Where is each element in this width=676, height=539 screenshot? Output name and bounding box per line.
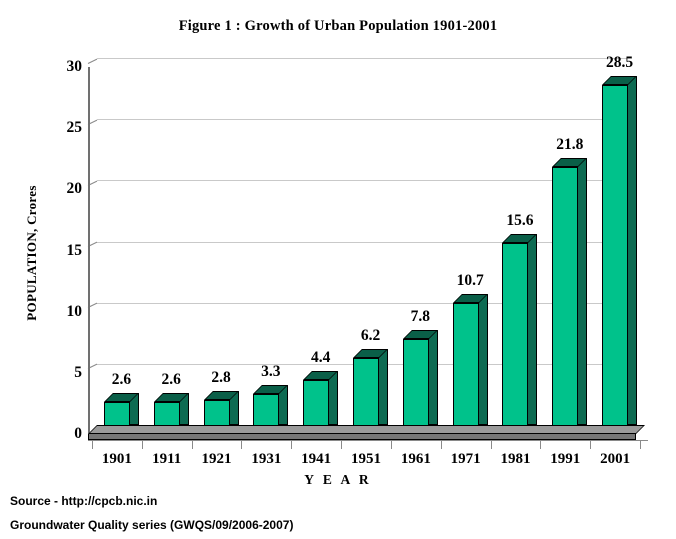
bar-side-face	[428, 329, 438, 425]
x-axis-tick-label: 1991	[550, 451, 581, 467]
gridline	[97, 58, 632, 59]
x-axis-tick	[390, 440, 392, 449]
bar-value-label: 6.2	[360, 327, 381, 345]
bar-column[interactable]	[353, 349, 388, 434]
x-axis-tick	[640, 440, 641, 449]
chart-floor-front	[88, 434, 636, 440]
y-axis-tick-label: 15	[66, 241, 83, 259]
y-axis-tick-label: 0	[74, 425, 82, 442]
gridline	[97, 302, 632, 304]
bar-side-face	[329, 371, 339, 425]
x-axis-tick	[540, 440, 542, 449]
bar-column[interactable]	[502, 234, 538, 434]
y-axis-tick-label-wrap: 25	[44, 120, 83, 135]
x-axis-tick	[341, 440, 343, 449]
bar-front-face	[602, 85, 629, 434]
y-axis-title: POPULATION, Crores	[24, 185, 39, 321]
x-axis-tick	[490, 440, 492, 449]
x-axis-tick	[141, 440, 143, 449]
bar-column[interactable]	[552, 158, 588, 434]
y-axis-tick-label: 10	[66, 302, 83, 320]
bar-value-label: 2.6	[111, 371, 132, 389]
bar-value-label: 4.4	[310, 349, 331, 367]
bar-value-label: 10.7	[456, 272, 484, 290]
x-axis-line	[88, 440, 648, 441]
source-note-line-1: Source - http://cpcb.nic.in	[10, 494, 158, 508]
y-axis-line	[88, 67, 90, 435]
x-axis-tick-label: 1961	[400, 451, 431, 467]
bar-column[interactable]	[452, 294, 488, 434]
chart-title: Figure 1 : Growth of Urban Population 19…	[178, 18, 498, 34]
y-axis-tick-label-wrap: 30	[44, 59, 83, 74]
bar-value-label: 7.8	[410, 307, 430, 325]
bar-front-face	[502, 243, 529, 434]
y-axis-tick-label: 25	[66, 119, 83, 137]
x-axis-tick-label: 1981	[500, 451, 531, 467]
bar-side-face	[628, 76, 638, 425]
bar-column[interactable]	[602, 76, 638, 434]
bar-value-label: 3.3	[261, 362, 281, 380]
x-axis-tick-label: 1901	[101, 451, 132, 467]
x-axis-tick-label: 1921	[201, 451, 232, 467]
bar-front-face	[452, 303, 479, 434]
bar-value-label: 2.8	[211, 368, 231, 386]
y-axis-tick	[87, 58, 98, 64]
y-axis-tick-label-wrap: 10	[44, 304, 83, 319]
bar-side-face	[379, 349, 388, 425]
x-axis-tick	[92, 440, 93, 449]
bar-side-face	[478, 294, 488, 425]
y-axis-tick-label-wrap: 20	[44, 181, 83, 196]
y-axis-tick-label: 5	[74, 363, 82, 381]
gridline	[97, 119, 632, 121]
x-axis-tick-label: 1941	[301, 451, 332, 467]
y-axis-tick-label-wrap: 5	[44, 365, 82, 380]
x-axis-tick	[291, 440, 293, 449]
bar-column[interactable]	[402, 329, 438, 434]
bar-value-label: 21.8	[556, 136, 584, 154]
bar-front-face	[353, 358, 379, 434]
x-axis-tick	[191, 440, 193, 449]
y-axis-tick-label: 30	[66, 58, 83, 75]
x-axis-tick-label: 1971	[450, 451, 481, 467]
y-axis-tick-label-wrap: 0	[44, 426, 82, 441]
y-axis-tick-label: 20	[66, 180, 83, 198]
bar-value-label: 15.6	[506, 212, 534, 230]
gridline	[97, 180, 632, 182]
x-axis-tick-label: 1951	[350, 451, 381, 467]
bar-side-face	[528, 234, 538, 425]
bar-front-face	[402, 338, 429, 434]
x-axis-tick	[590, 440, 592, 449]
x-axis-tick-label: 1931	[251, 451, 282, 467]
bar-value-label: 28.5	[606, 54, 634, 72]
bar-front-face	[552, 167, 579, 434]
gridline	[97, 241, 632, 243]
source-note-line-2: Groundwater Quality series (GWQS/09/2006…	[10, 518, 294, 532]
bar-side-face	[578, 158, 588, 425]
y-axis-tick-label-wrap: 15	[44, 242, 83, 257]
bar-value-label: 2.6	[161, 371, 181, 389]
x-axis-tick-label: 1911	[152, 451, 182, 467]
x-axis-title: Y E A R	[304, 472, 372, 487]
chart-floor-top	[88, 425, 645, 434]
x-axis-tick	[241, 440, 243, 449]
x-axis-tick	[440, 440, 442, 449]
x-axis-tick-label: 2001	[600, 451, 631, 467]
